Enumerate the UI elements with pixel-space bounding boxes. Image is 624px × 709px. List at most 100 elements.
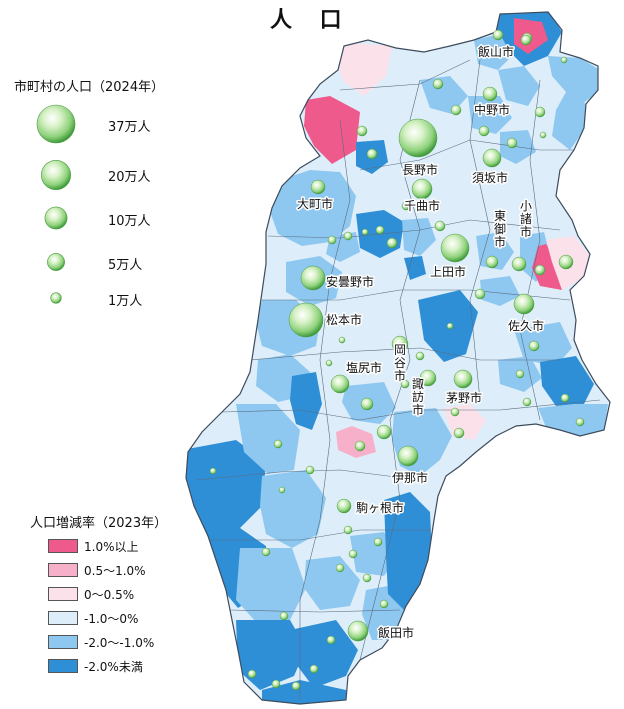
population-bubble [288,302,324,338]
region-ne-2 [552,92,586,150]
population-bubble [343,525,353,535]
population-bubble [511,256,527,272]
rate-legend-item: 1.0%以上 [48,538,139,554]
rate-swatch [48,563,78,577]
rate-swatch [48,611,78,625]
population-bubble [343,231,353,241]
region-ne-1 [548,56,600,104]
population-bubble [515,369,525,379]
pop-legend-bubble [40,160,71,191]
population-bubble [560,393,570,403]
population-bubble [338,336,346,344]
region-karuizawa-pink [532,244,562,290]
rate-legend-label: -2.0%未満 [84,659,143,674]
population-bubble [528,340,540,352]
population-bubble [356,125,368,137]
city-label: 千曲市 [404,198,440,213]
rate-legend-label: 0～0.5% [84,587,135,602]
population-bubble [492,29,504,41]
region-cs-blue [290,372,322,430]
population-bubble [336,498,352,514]
population-bubble [279,611,289,621]
region-s-blue-2 [262,680,346,704]
population-bubble [411,178,433,200]
population-bubble [522,397,532,407]
population-bubble [354,440,366,452]
population-bubble [415,351,425,361]
population-bubble [520,34,532,46]
pop-legend-label: 20万人 [108,170,151,185]
city-label: 塩尻市 [346,360,382,375]
population-bubble [271,679,281,689]
region-e-blue [540,356,594,406]
rate-legend-label: 1.0%以上 [84,539,139,554]
population-bubble [401,201,411,211]
city-label: 佐久市 [508,318,544,333]
region-s-blue [290,620,358,688]
region-se-blue [384,492,432,610]
region-sw-2 [260,470,326,548]
population-bubble [446,322,454,330]
pop-legend-label: 1万人 [108,294,143,309]
rate-legend-label: -1.0～0% [84,611,139,626]
region-n-4 [468,96,512,134]
population-bubble [325,359,333,367]
population-bubble [362,573,372,583]
population-bubble [330,374,350,394]
population-bubble [209,467,217,475]
region-n-3 [498,66,540,106]
population-bubble [450,407,460,417]
population-bubble [348,549,358,559]
population-bubble [400,379,410,389]
population-bubble [450,104,462,116]
population-bubble [309,664,319,674]
rate-legend-item: -1.0～0% [48,610,138,626]
rate-legend-label: -2.0～-1.0% [84,635,155,650]
population-bubble [440,233,470,263]
city-label: 東御市 [494,209,506,249]
population-bubble [534,264,546,276]
population-bubble [534,106,546,118]
region-n-2 [420,76,468,114]
city-label: 松本市 [326,312,362,327]
population-bubble [326,635,336,645]
population-bubble [391,335,409,353]
population-bubble [261,547,271,557]
city-label: 飯田市 [378,625,414,640]
city-label: 須坂市 [472,170,508,185]
population-bubble [310,179,326,195]
population-bubble [376,424,392,440]
population-bubble [453,369,473,389]
population-bubble [360,397,374,411]
population-bubble [373,537,383,547]
region-cs-pink [336,426,376,458]
rate-legend-item: 0～0.5% [48,586,134,602]
population-bubble [453,427,465,439]
rate-legend-item: -2.0～-1.0% [48,634,154,650]
rate-legend-item: -2.0%未満 [48,658,143,674]
population-bubble [485,255,499,269]
region-nw-pale [336,42,392,96]
rate-swatch [48,659,78,673]
map-title: 人 口 [270,8,352,33]
region-otari [304,96,360,164]
population-bubble [506,137,518,149]
rate-legend-item: 0.5～1.0% [48,562,146,578]
pop-legend-label: 37万人 [108,120,151,135]
population-bubbles [209,29,585,691]
population-bubble [398,118,438,158]
population-bubble [386,237,398,249]
city-label: 長野市 [402,162,438,177]
population-bubble [482,86,498,102]
population-bubble [291,681,301,691]
city-label: 小諸市 [520,199,532,239]
city-label: 大町市 [297,196,333,211]
population-bubble [397,445,419,467]
rate-swatch [48,635,78,649]
population-bubble [361,228,369,236]
population-bubble [558,254,574,270]
population-bubble [474,288,486,300]
pop-legend-bubble [50,292,62,304]
population-bubble [273,439,283,449]
rate-swatch [48,587,78,601]
